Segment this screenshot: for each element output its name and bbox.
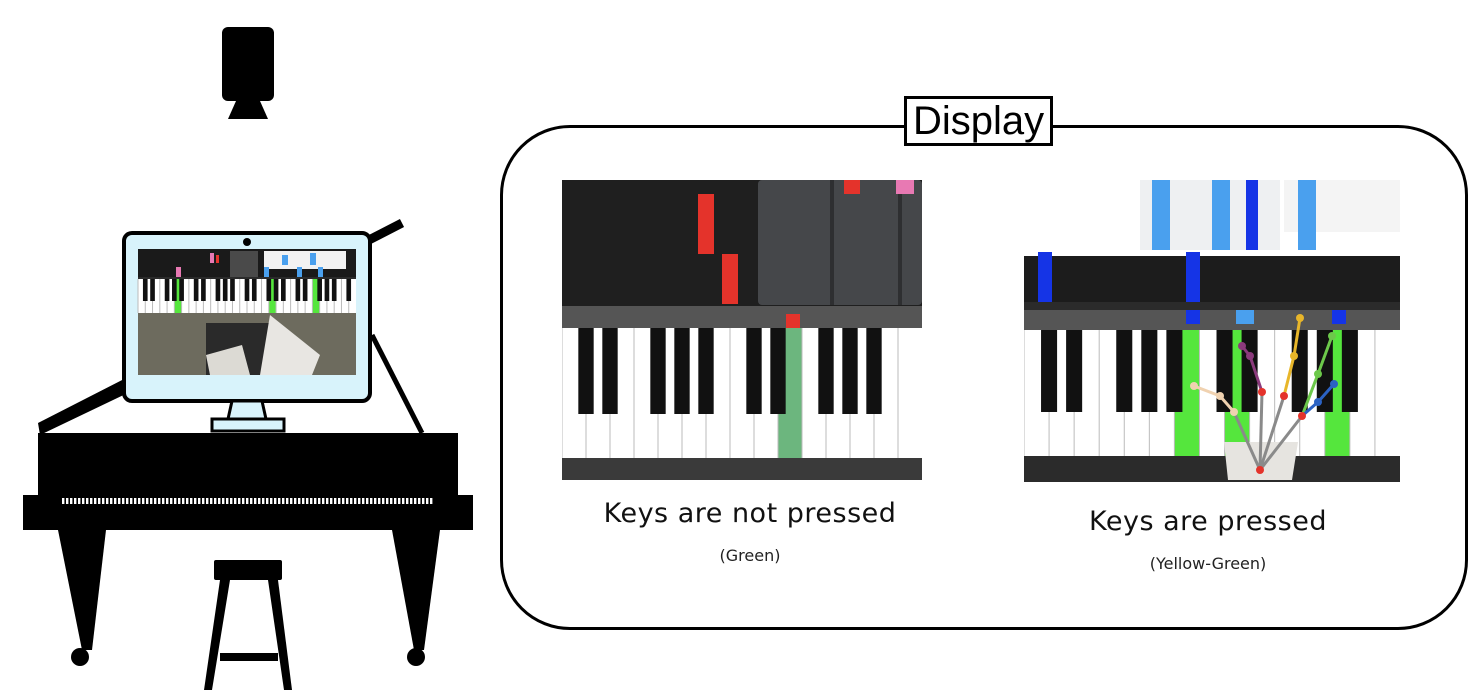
black-key: [866, 328, 881, 414]
note-marker: [1332, 310, 1346, 324]
display-title: Display: [904, 96, 1053, 146]
note-marker: [1186, 310, 1200, 324]
falling-note: [896, 180, 914, 194]
falling-note: [844, 180, 860, 194]
black-key: [1116, 330, 1132, 412]
black-key: [230, 279, 235, 301]
black-key: [143, 279, 148, 301]
falling-note: [1186, 252, 1200, 302]
black-key: [698, 328, 713, 414]
black-key: [1066, 330, 1082, 412]
falling-note: [722, 254, 738, 304]
note-marker: [1236, 310, 1254, 324]
falling-note: [1152, 180, 1170, 250]
black-key: [252, 279, 257, 301]
black-key: [165, 279, 170, 301]
falling-note: [698, 194, 714, 254]
monitor-icon: [124, 233, 370, 431]
black-key: [172, 279, 177, 301]
black-key: [325, 279, 330, 301]
black-key: [1292, 330, 1308, 412]
black-key: [1342, 330, 1358, 412]
falling-note: [1298, 180, 1316, 250]
black-key: [274, 279, 279, 301]
black-key: [296, 279, 301, 301]
black-key: [746, 328, 761, 414]
black-key: [281, 279, 286, 301]
falling-note: [1038, 252, 1052, 302]
black-key: [770, 328, 785, 414]
falling-note: [1212, 180, 1230, 250]
black-key: [842, 328, 857, 414]
black-key: [317, 279, 322, 301]
keys-pressed-image: [1024, 180, 1400, 482]
black-key: [1141, 330, 1157, 412]
black-key: [303, 279, 308, 301]
black-key: [346, 279, 351, 301]
black-key: [266, 279, 271, 301]
black-key: [1041, 330, 1057, 412]
black-key: [194, 279, 199, 301]
black-key: [1166, 330, 1182, 412]
panel-color-label-yellow-green: (Yellow-Green): [1020, 554, 1396, 573]
camera-icon: [218, 25, 278, 121]
stool-icon: [204, 560, 292, 690]
black-key: [674, 328, 689, 414]
black-key: [223, 279, 228, 301]
panel-caption-not-pressed: Keys are not pressed: [562, 498, 938, 529]
black-key: [150, 279, 155, 301]
panel-color-label-green: (Green): [562, 546, 938, 565]
black-key: [179, 279, 184, 301]
keys-not-pressed-image: [562, 180, 922, 480]
note-marker: [786, 314, 800, 328]
black-key: [602, 328, 617, 414]
piano-setup-illustration: [20, 205, 480, 695]
black-key: [650, 328, 665, 414]
black-key: [332, 279, 337, 301]
black-key: [201, 279, 206, 301]
black-key: [245, 279, 250, 301]
black-key: [578, 328, 593, 414]
falling-note: [1246, 180, 1258, 250]
black-key: [216, 279, 221, 301]
grand-piano-icon: [23, 433, 473, 666]
panel-caption-pressed: Keys are pressed: [1020, 506, 1396, 537]
black-key: [818, 328, 833, 414]
